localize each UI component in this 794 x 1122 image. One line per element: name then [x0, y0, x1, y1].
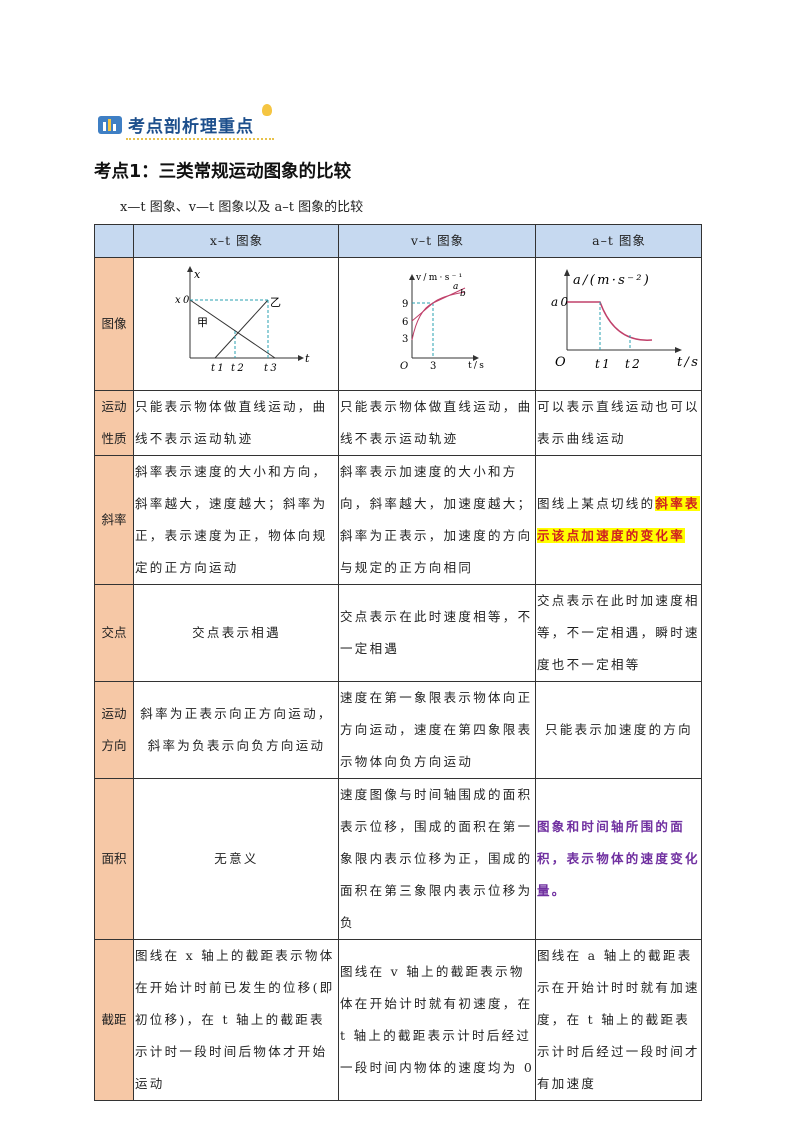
cell: 无意义 [133, 778, 339, 940]
header-row: x–t 图象 v–t 图象 a–t 图象 [94, 224, 702, 258]
at-graph: a/(m·s⁻²) t/s a0 O t1 t2 [551, 269, 700, 371]
banner-underline [126, 138, 274, 140]
line-yi [214, 299, 269, 359]
xt-graph: x t x0 t1 t2 t3 甲 乙 [175, 266, 312, 374]
header-cell: v–t 图象 [338, 224, 536, 258]
row-label: 交点 [94, 584, 134, 682]
chart-book-icon [96, 110, 124, 136]
y-axis-label: v/m·s⁻¹ [415, 273, 465, 283]
x-tick: t2 [625, 357, 642, 371]
vt-graph: v/m·s⁻¹ t/s 3 6 9 O 3 a b [400, 273, 486, 372]
row-slope: 斜率 斜率表示速度的大小和方向，斜率越大，速度越大；斜率为正，表示速度为正，物体… [94, 455, 702, 585]
y-tick: x0 [175, 295, 192, 306]
x-axis-label: t/s [677, 355, 700, 370]
row-label: 斜率 [94, 455, 134, 585]
origin-label: O [400, 361, 411, 372]
comparison-table: x–t 图象 v–t 图象 a–t 图象 图像 x t x0 t1 t2 t3 … [94, 224, 702, 1101]
y-axis-label: a/(m·s⁻²) [573, 273, 651, 288]
line-label: 甲 [197, 316, 210, 329]
cell: 交点表示相遇 [133, 584, 339, 682]
row-label: 截距 [94, 939, 134, 1101]
curve-label: a [453, 282, 461, 292]
row-label: 运动方向 [94, 681, 134, 779]
x-axis-label: t/s [468, 361, 486, 371]
y-tick: a0 [551, 295, 570, 309]
x-axis-label: t [305, 352, 312, 365]
header-cell [94, 224, 134, 258]
page-heading: 考点1：三类常规运动图象的比较 [94, 162, 352, 182]
row-motion-nature: 运动性质 只能表示物体做直线运动，曲线不表示运动轨迹 只能表示物体做直线运动，曲… [94, 390, 702, 456]
curve-label: b [460, 289, 468, 299]
cell-text: 图线上某点切线的 [537, 496, 656, 511]
row-intercept: 截距 图线在 x 轴上的截距表示物体在开始计时前已发生的位移(即初位移)，在 t… [94, 939, 702, 1101]
cell: 斜率为正表示向正方向运动，斜率为负表示向负方向运动 [133, 681, 339, 779]
x-tick: t1 [211, 363, 226, 374]
row-label: 运动性质 [94, 390, 134, 456]
cell: 图象和时间轴所围的面积，表示物体的速度变化量。 [535, 778, 702, 940]
y-tick: 6 [402, 317, 411, 328]
cell: 图线上某点切线的斜率表示该点加速度的变化率 [535, 455, 702, 585]
curve-b [411, 291, 466, 322]
section-banner: 考点剖析理重点 [96, 104, 276, 144]
lightbulb-icon [262, 104, 272, 116]
line-jia [189, 299, 276, 359]
row-label: 面积 [94, 778, 134, 940]
cell: 速度在第一象限表示物体向正方向运动，速度在第四象限表示物体向负方向运动 [338, 681, 536, 779]
x-tick: t3 [264, 363, 279, 374]
origin-label: O [555, 355, 568, 370]
line-label: 乙 [270, 296, 283, 309]
cell: 斜率表示速度的大小和方向，斜率越大，速度越大；斜率为正，表示速度为正，物体向规定… [133, 455, 339, 585]
x-tick: t1 [595, 357, 612, 371]
cell: 只能表示加速度的方向 [535, 681, 702, 779]
row-label: 图像 [94, 257, 134, 391]
cell: 图线在 a 轴上的截距表示在开始计时时就有加速度，在 t 轴上的截距表示计时后经… [535, 939, 702, 1101]
cell: 斜率表示加速度的大小和方向，斜率越大，加速度越大；斜率为正表示，加速度的方向与规… [338, 455, 536, 585]
at-graph-cell: a/(m·s⁻²) t/s a0 O t1 t2 [535, 257, 702, 391]
cell: 交点表示在此时速度相等，不一定相遇 [338, 584, 536, 682]
y-axis-label: x [194, 268, 203, 281]
row-intersection: 交点 交点表示相遇 交点表示在此时速度相等，不一定相遇 交点表示在此时加速度相等… [94, 584, 702, 682]
row-area: 面积 无意义 速度图像与时间轴围成的面积表示位移，围成的面积在第一象限内表示位移… [94, 778, 702, 940]
banner-title: 考点剖析理重点 [128, 117, 254, 137]
cell: 只能表示物体做直线运动，曲线不表示运动轨迹 [133, 390, 339, 456]
header-cell: x–t 图象 [133, 224, 339, 258]
image-row: 图像 x t x0 t1 t2 t3 甲 乙 [94, 257, 702, 391]
row-direction: 运动方向 斜率为正表示向正方向运动，斜率为负表示向负方向运动 速度在第一象限表示… [94, 681, 702, 779]
cell: 交点表示在此时加速度相等，不一定相遇，瞬时速度也不一定相等 [535, 584, 702, 682]
table-caption: x—t 图象、v—t 图象以及 a–t 图象的比较 [120, 200, 364, 215]
y-tick: 3 [402, 334, 411, 345]
vt-graph-cell: v/m·s⁻¹ t/s 3 6 9 O 3 a b [338, 257, 536, 391]
acceleration-line [567, 301, 653, 341]
x-tick: 3 [430, 361, 439, 372]
header-cell: a–t 图象 [535, 224, 702, 258]
cell: 只能表示物体做直线运动，曲线不表示运动轨迹 [338, 390, 536, 456]
x-tick: t2 [231, 363, 246, 374]
cell: 图线在 v 轴上的截距表示物体在开始计时就有初速度，在 t 轴上的截距表示计时后… [338, 939, 536, 1101]
y-tick: 9 [402, 299, 411, 310]
cell: 图线在 x 轴上的截距表示物体在开始计时前已发生的位移(即初位移)，在 t 轴上… [133, 939, 339, 1101]
xt-graph-cell: x t x0 t1 t2 t3 甲 乙 [133, 257, 339, 391]
cell: 速度图像与时间轴围成的面积表示位移，围成的面积在第一象限内表示位移为正，围成的面… [338, 778, 536, 940]
cell: 可以表示直线运动也可以表示曲线运动 [535, 390, 702, 456]
